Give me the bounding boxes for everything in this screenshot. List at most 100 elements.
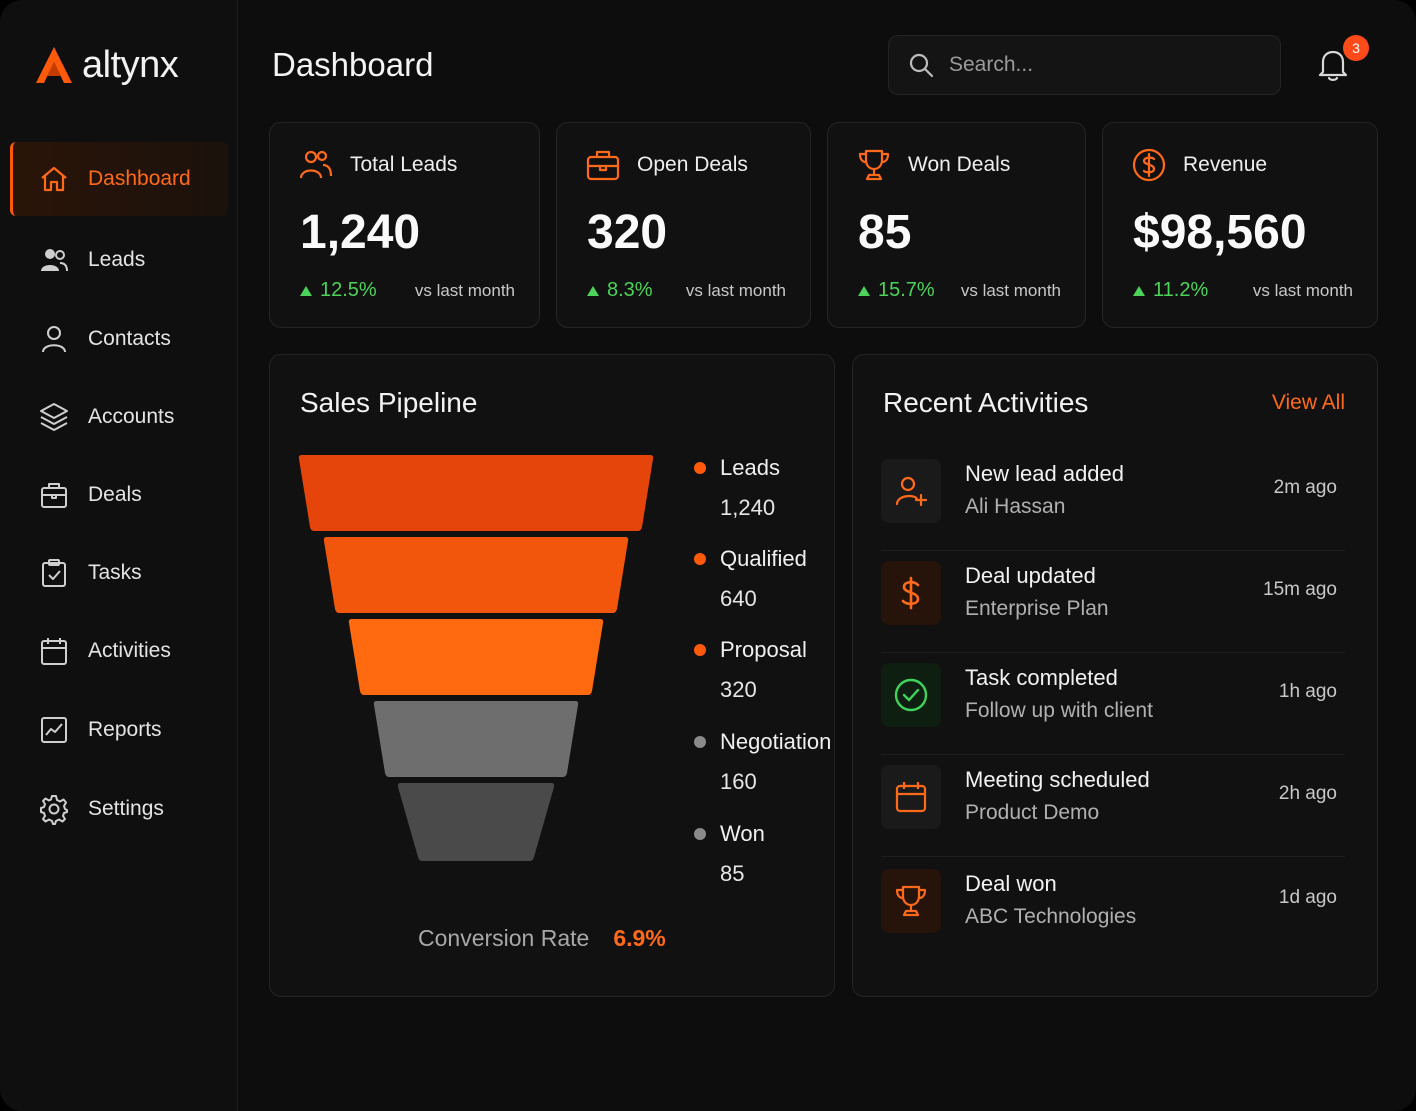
sidebar-item-leads[interactable]: Leads [10, 223, 228, 297]
legend-label: Negotiation [694, 729, 831, 755]
logo-mark-icon [36, 46, 72, 83]
funnel-stage-won[interactable] [397, 783, 555, 861]
bell-icon[interactable] [1313, 44, 1353, 84]
sidebar-item-settings[interactable]: Settings [10, 772, 228, 846]
activity-icon-box [881, 869, 941, 933]
activity-item[interactable]: Meeting scheduled Product Demo 2h ago [881, 761, 1345, 857]
legend-name-text: Won [720, 821, 765, 846]
sidebar-item-deals[interactable]: Deals [10, 458, 228, 532]
funnel-stage-negotiation[interactable] [373, 701, 579, 777]
up-arrow-icon [858, 285, 870, 296]
legend-value: 85 [720, 861, 745, 886]
stat-value: 1,240 [300, 206, 421, 259]
gear-icon [40, 795, 68, 825]
user-plus-icon [895, 476, 928, 507]
activity-item[interactable]: Deal updated Enterprise Plan 15m ago [881, 557, 1345, 653]
funnel-stage-proposal[interactable] [348, 619, 604, 695]
sidebar-item-tasks[interactable]: Tasks [10, 536, 228, 610]
sidebar: altynx Dashboard Leads [0, 0, 238, 1111]
legend-item-proposal: Proposal 320 [694, 637, 807, 703]
briefcase-icon [586, 150, 620, 181]
briefcase-icon [41, 483, 67, 508]
up-arrow-icon [587, 285, 599, 296]
notification-badge: 3 [1343, 35, 1369, 61]
sidebar-item-accounts[interactable]: Accounts [10, 380, 228, 454]
chart-icon [41, 717, 67, 743]
legend-label: Proposal [694, 637, 807, 663]
search-input[interactable] [949, 53, 1269, 77]
conversion-value: 6.9% [613, 925, 666, 951]
sidebar-item-label: Reports [88, 718, 162, 741]
page-title: Dashboard [272, 46, 434, 83]
legend-dot [694, 736, 706, 748]
stat-card-open-deals[interactable]: Open Deals 320 8.3% vs last month [556, 122, 811, 328]
legend-name-text: Leads [720, 455, 780, 480]
sales-pipeline-panel: Sales Pipeline Leads 1,240 Qualified 640 Pro… [269, 354, 835, 997]
legend-name-text: Proposal [720, 637, 807, 662]
up-arrow-icon [300, 285, 312, 296]
view-all-link[interactable]: View All [1271, 391, 1345, 414]
search-icon [909, 53, 934, 78]
stat-value: $98,560 [1133, 206, 1307, 259]
stat-card-total-leads[interactable]: Total Leads 1,240 12.5% vs last month [269, 122, 540, 328]
legend-item-won: Won 85 [694, 821, 765, 887]
activity-title: Deal won [965, 871, 1057, 896]
users-icon [299, 150, 333, 179]
sidebar-item-label: Settings [88, 797, 164, 820]
activity-item[interactable]: Deal won ABC Technologies 1d ago [881, 865, 1345, 961]
stat-card-revenue[interactable]: Revenue $98,560 11.2% vs last month [1102, 122, 1378, 328]
stat-note: vs last month [414, 281, 515, 300]
activity-subtitle: Enterprise Plan [965, 597, 1109, 620]
activity-subtitle: Ali Hassan [965, 495, 1066, 518]
users-icon [41, 249, 68, 272]
brand-name: altynx [82, 44, 179, 86]
funnel-stage-qualified[interactable] [323, 537, 629, 613]
stat-label: Won Deals [908, 153, 1011, 176]
up-arrow-icon [1133, 285, 1145, 296]
stat-card-won-deals[interactable]: Won Deals 85 15.7% vs last month [827, 122, 1086, 328]
activity-subtitle: Product Demo [965, 801, 1100, 824]
sidebar-item-reports[interactable]: Reports [10, 693, 228, 767]
legend-label: Leads [694, 455, 780, 481]
sidebar-item-label: Dashboard [88, 167, 191, 190]
brand-logo[interactable]: altynx [34, 44, 179, 87]
stat-label: Revenue [1183, 153, 1268, 176]
sidebar-item-dashboard[interactable]: Dashboard [10, 142, 228, 216]
panel-title: Sales Pipeline [300, 387, 478, 418]
legend-dot [694, 462, 706, 474]
activity-icon-box [881, 561, 941, 625]
activity-item[interactable]: New lead added Ali Hassan 2m ago [881, 455, 1345, 551]
sidebar-item-activities[interactable]: Activities [10, 614, 228, 688]
trophy-icon [858, 149, 890, 181]
funnel-stage-leads[interactable] [298, 455, 654, 531]
stat-change: 11.2% [1133, 279, 1208, 302]
clipboard-check-icon [42, 559, 66, 587]
activity-icon-box [881, 459, 941, 523]
activity-time: 15m ago [1263, 579, 1337, 600]
stat-change: 12.5% [300, 279, 377, 302]
user-icon [42, 326, 66, 353]
legend-dot [694, 828, 706, 840]
activity-time: 1d ago [1278, 887, 1337, 908]
panel-title: Recent Activities [883, 387, 1089, 418]
conversion-label: Conversion Rate [418, 925, 590, 951]
search-box[interactable] [888, 35, 1281, 95]
sidebar-item-label: Activities [88, 639, 171, 662]
stat-value: 320 [587, 206, 668, 259]
stat-note: vs last month [960, 281, 1061, 300]
calendar-icon [41, 638, 67, 665]
activity-title: Meeting scheduled [965, 767, 1150, 792]
legend-item-qualified: Qualified 640 [694, 546, 807, 612]
stat-note: vs last month [1252, 281, 1353, 300]
sidebar-item-contacts[interactable]: Contacts [10, 302, 228, 376]
stat-change: 8.3% [587, 279, 653, 302]
activity-time: 2m ago [1273, 477, 1337, 498]
activity-title: New lead added [965, 461, 1125, 486]
legend-name-text: Qualified [720, 546, 807, 571]
sidebar-item-label: Deals [88, 483, 142, 506]
legend-label: Won [694, 821, 765, 847]
activity-item[interactable]: Task completed Follow up with client 1h … [881, 659, 1345, 755]
activity-subtitle: Follow up with client [965, 699, 1153, 722]
activity-time: 1h ago [1278, 681, 1337, 702]
layers-icon [40, 403, 68, 431]
